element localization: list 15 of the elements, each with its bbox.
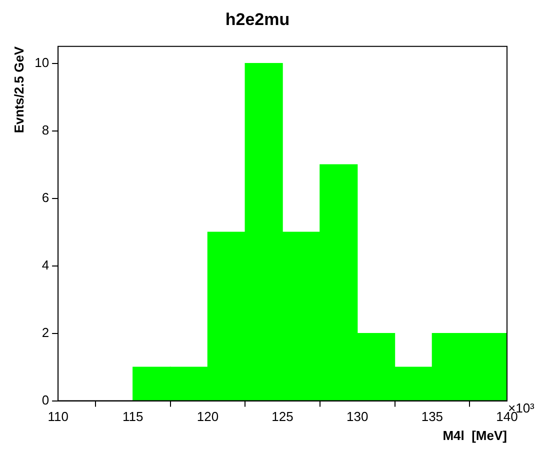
y-tick-label: 4 — [42, 257, 50, 272]
y-tick-label: 8 — [42, 122, 50, 138]
x-tick-label: 110 — [48, 409, 68, 424]
x-tick-label: 115 — [122, 409, 144, 424]
x-axis-title: M4l [MeV] — [442, 428, 507, 443]
y-tick-label: 0 — [42, 392, 50, 408]
x-tick-label: 130 — [346, 409, 368, 424]
chart-title: h2e2mu — [225, 10, 290, 29]
y-axis-title: Evnts/2.5 GeV — [11, 46, 26, 134]
y-tick-label: 6 — [42, 190, 50, 205]
y-tick-label: 2 — [42, 324, 50, 340]
x-tick-label: 120 — [196, 409, 219, 424]
x-tick-label: 135 — [421, 409, 444, 424]
x-tick-label: 125 — [272, 409, 294, 424]
y-tick-label: 10 — [34, 54, 50, 70]
